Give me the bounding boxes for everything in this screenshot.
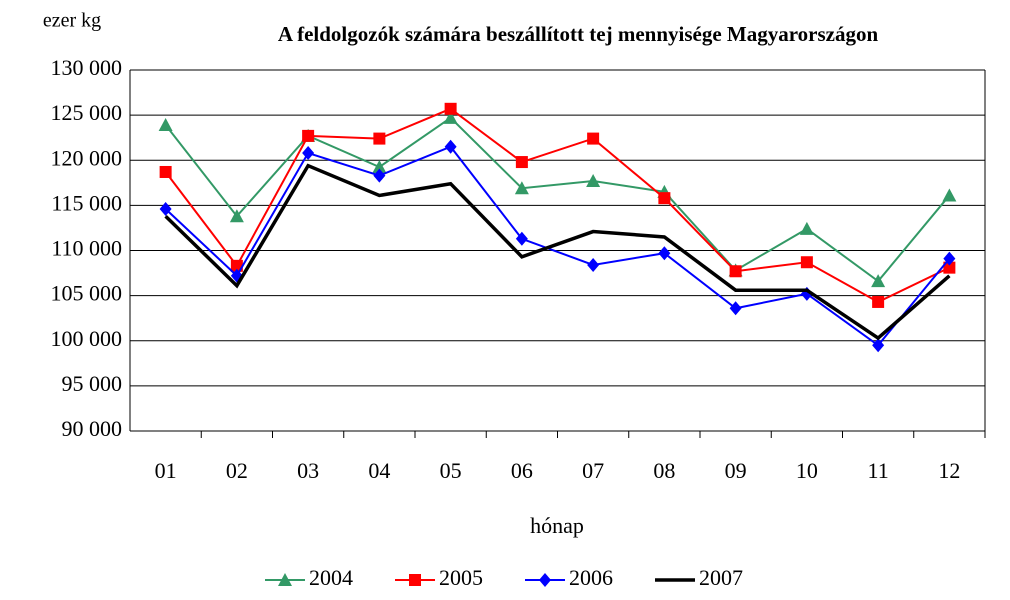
y-tick-label: 125 000 [51, 100, 123, 125]
legend-marker [539, 573, 551, 587]
point [872, 338, 885, 353]
point [587, 132, 600, 145]
series-line [164, 163, 951, 341]
point [942, 188, 957, 202]
point [444, 102, 457, 115]
point [443, 110, 458, 124]
x-tick-label: 08 [653, 458, 675, 483]
legend-marker [409, 574, 421, 586]
point [800, 256, 813, 269]
x-tick-label: 02 [226, 458, 248, 483]
point [159, 201, 172, 216]
x-tick-label: 03 [297, 458, 319, 483]
point [159, 165, 172, 178]
point [729, 265, 742, 278]
point [515, 156, 528, 169]
y-tick-label: 110 000 [51, 236, 122, 261]
y-tick-label: 100 000 [51, 326, 123, 351]
legend-label: 2004 [309, 565, 353, 590]
point [729, 301, 742, 316]
x-tick-label: 12 [938, 458, 960, 483]
point [444, 139, 457, 154]
x-tick-label: 07 [582, 458, 604, 483]
x-tick-label: 11 [868, 458, 889, 483]
x-tick-label: 10 [796, 458, 818, 483]
x-tick-label: 09 [725, 458, 747, 483]
point [372, 160, 387, 174]
x-tick-label: 01 [155, 458, 177, 483]
point [943, 251, 956, 266]
point [158, 118, 173, 132]
legend-label: 2005 [439, 565, 483, 590]
point [373, 168, 386, 183]
y-tick-label: 115 000 [51, 190, 122, 215]
point [658, 246, 671, 261]
point [871, 274, 886, 288]
y-tick-label: 95 000 [62, 371, 123, 396]
y-tick-label: 105 000 [51, 281, 123, 306]
y-tick-label: 130 000 [51, 55, 123, 80]
point [302, 146, 315, 161]
legend-label: 2006 [569, 565, 613, 590]
point [373, 132, 386, 145]
legend-label: 2007 [699, 565, 743, 590]
point [302, 129, 315, 142]
chart-title: A feldolgozók számára beszállított tej m… [278, 22, 879, 46]
point [799, 221, 814, 235]
y-tick-label: 120 000 [51, 145, 123, 170]
point [229, 209, 244, 223]
series-line [164, 145, 951, 347]
point [514, 181, 529, 195]
point [586, 174, 601, 188]
point [658, 192, 671, 205]
series-line [164, 107, 950, 304]
legend-marker [278, 573, 292, 586]
x-tick-label: 04 [368, 458, 390, 483]
point [515, 231, 528, 246]
point [587, 257, 600, 272]
x-tick-label: 05 [440, 458, 462, 483]
y-axis-label: ezer kg [43, 10, 101, 32]
point [872, 295, 885, 308]
y-tick-label: 90 000 [62, 416, 123, 441]
x-tick-label: 06 [511, 458, 533, 483]
series-line [164, 116, 951, 283]
x-axis-label: hónap [530, 513, 584, 538]
point [943, 261, 956, 274]
